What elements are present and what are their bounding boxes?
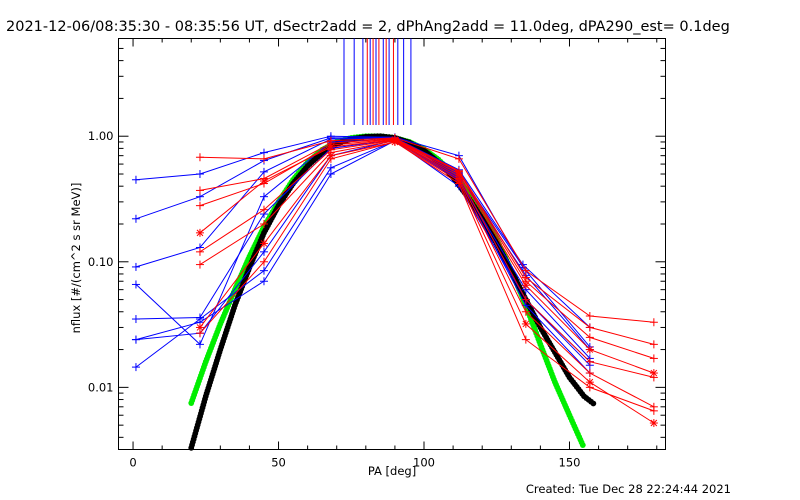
data-point — [521, 266, 530, 275]
data-point — [521, 307, 530, 316]
y-tick-label: 1.00 — [88, 129, 114, 143]
data-point — [585, 357, 594, 366]
series-line — [135, 138, 591, 350]
data-point — [131, 363, 140, 372]
data-point — [195, 201, 204, 210]
data-point — [521, 335, 530, 344]
data-point — [195, 329, 204, 338]
data-point — [195, 340, 204, 349]
y-tick-label: 0.01 — [88, 380, 114, 394]
series-line — [199, 141, 655, 412]
data-point — [259, 277, 268, 286]
x-tick-label: 0 — [129, 456, 136, 470]
axes: 0 50 100 150 0.01 0.10 1.00 — [88, 38, 666, 470]
data-point — [195, 170, 204, 179]
data-point — [585, 345, 594, 354]
data-point — [585, 369, 594, 378]
x-tick-label: 50 — [271, 456, 286, 470]
fit-point — [579, 442, 586, 449]
data-point — [454, 179, 463, 188]
series — [195, 137, 658, 415]
data-point — [326, 170, 335, 179]
series-line — [199, 138, 655, 359]
data-series — [131, 132, 658, 428]
data-point — [454, 154, 463, 163]
series-line — [199, 137, 654, 323]
data-point — [585, 333, 594, 342]
data-point — [259, 219, 268, 228]
data-point — [131, 335, 140, 344]
data-point — [259, 176, 268, 185]
data-point — [131, 315, 140, 324]
point-mark — [586, 346, 594, 353]
series — [131, 136, 594, 370]
point-mark — [650, 369, 658, 377]
y-tick-label: 0.10 — [88, 255, 114, 269]
data-point — [259, 205, 268, 214]
series-line — [135, 140, 591, 374]
marker-lines — [343, 38, 412, 125]
data-point — [390, 137, 399, 146]
data-point — [649, 340, 658, 349]
data-point — [585, 383, 594, 392]
series-line — [135, 140, 591, 363]
data-point — [195, 186, 204, 195]
data-point — [521, 281, 530, 290]
data-point — [521, 295, 530, 304]
data-point — [649, 406, 658, 415]
data-point — [326, 154, 335, 163]
data-point — [131, 175, 140, 184]
series-line — [199, 141, 655, 424]
point-mark — [522, 320, 530, 328]
data-point — [131, 280, 140, 289]
data-point — [649, 318, 658, 327]
x-tick-label: 150 — [559, 456, 581, 470]
point-mark — [586, 378, 594, 386]
series-line — [199, 140, 655, 408]
data-point — [195, 247, 204, 256]
data-point — [649, 373, 658, 382]
point-mark — [260, 177, 268, 185]
plot-frame — [118, 38, 666, 450]
y-axis-label: nflux [#/(cm^2 s sr MeV)] — [69, 183, 83, 334]
data-point — [585, 323, 594, 332]
x-tick-label: 100 — [413, 456, 435, 470]
creation-timestamp: Created: Tue Dec 28 22:24:44 2021 — [526, 482, 731, 496]
data-point — [259, 154, 268, 163]
chart-title: 2021-12-06/08:35:30 - 08:35:56 UT, dSect… — [6, 19, 730, 35]
series-line — [199, 139, 655, 374]
data-point — [259, 257, 268, 266]
data-point — [521, 319, 530, 328]
data-point — [259, 167, 268, 176]
point-mark — [522, 281, 530, 289]
data-point — [195, 260, 204, 269]
series-line — [199, 139, 655, 378]
fit-point — [590, 400, 597, 407]
data-point — [649, 419, 658, 428]
data-point — [195, 153, 204, 162]
data-point — [259, 239, 268, 248]
series-line — [135, 139, 591, 359]
series-line — [135, 137, 591, 348]
data-point — [259, 192, 268, 201]
point-mark — [196, 229, 204, 237]
point-mark — [260, 240, 268, 247]
data-point — [131, 214, 140, 223]
point-mark — [650, 419, 658, 427]
data-point — [259, 247, 268, 256]
x-axis-label: PA [deg] — [368, 464, 416, 478]
data-point — [649, 354, 658, 363]
series-line — [199, 137, 655, 345]
point-mark — [196, 324, 204, 331]
series — [195, 135, 658, 363]
data-point — [195, 228, 204, 237]
data-point — [585, 312, 594, 321]
data-point — [131, 262, 140, 271]
data-point — [259, 266, 268, 275]
